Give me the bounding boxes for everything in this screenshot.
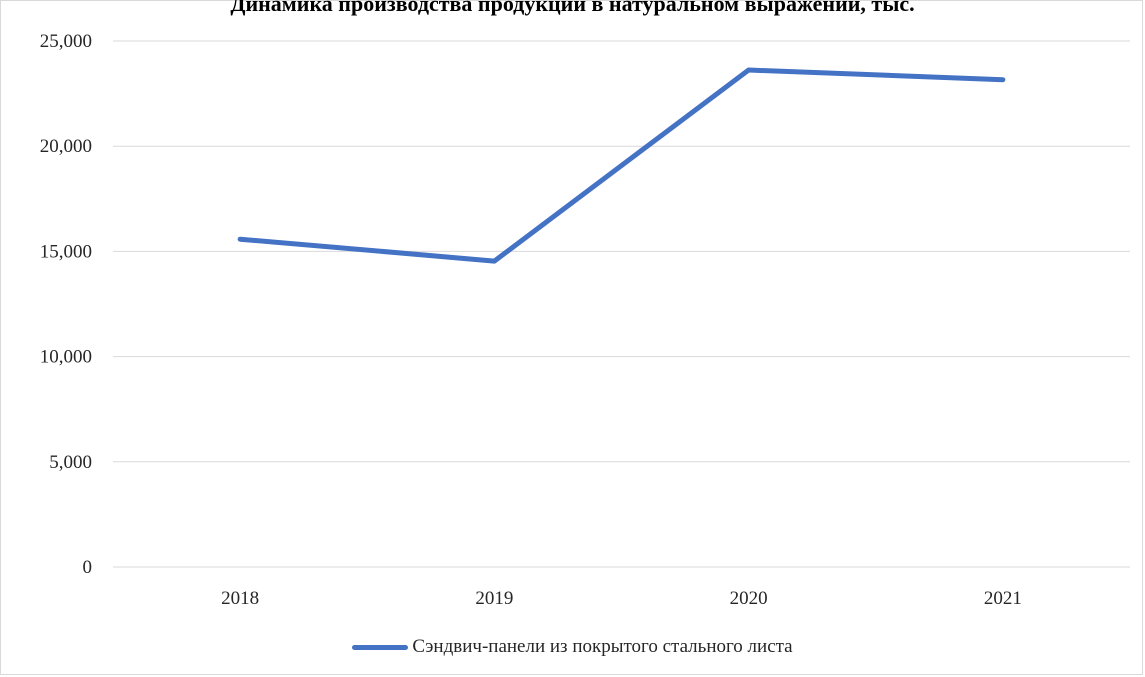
x-axis-tick-labels: 2018 2019 2020 2021 — [221, 588, 1022, 609]
x-tick-label: 2021 — [984, 588, 1022, 609]
legend: Сэндвич-панели из покрытого стального ли… — [0, 632, 1145, 662]
series-lines — [237, 67, 1006, 264]
legend-swatch — [352, 644, 409, 650]
y-tick-label: 5,000 — [49, 452, 92, 473]
x-tick-label: 2020 — [730, 588, 768, 609]
series-line — [237, 67, 1006, 264]
y-tick-label: 20,000 — [40, 136, 92, 157]
x-tick-label: 2018 — [221, 588, 259, 609]
y-tick-label: 15,000 — [40, 241, 92, 262]
y-tick-label: 10,000 — [40, 347, 92, 368]
gridlines — [113, 40, 1130, 568]
y-tick-label: 0 — [83, 557, 93, 578]
chart-title: Динамика производства продукции в натура… — [230, 0, 915, 16]
y-axis-tick-labels: 0 5,000 10,000 15,000 20,000 25,000 — [40, 31, 92, 578]
x-tick-label: 2019 — [475, 588, 513, 609]
y-tick-label: 25,000 — [40, 31, 92, 52]
legend-label: Сэндвич-панели из покрытого стального ли… — [412, 636, 793, 657]
